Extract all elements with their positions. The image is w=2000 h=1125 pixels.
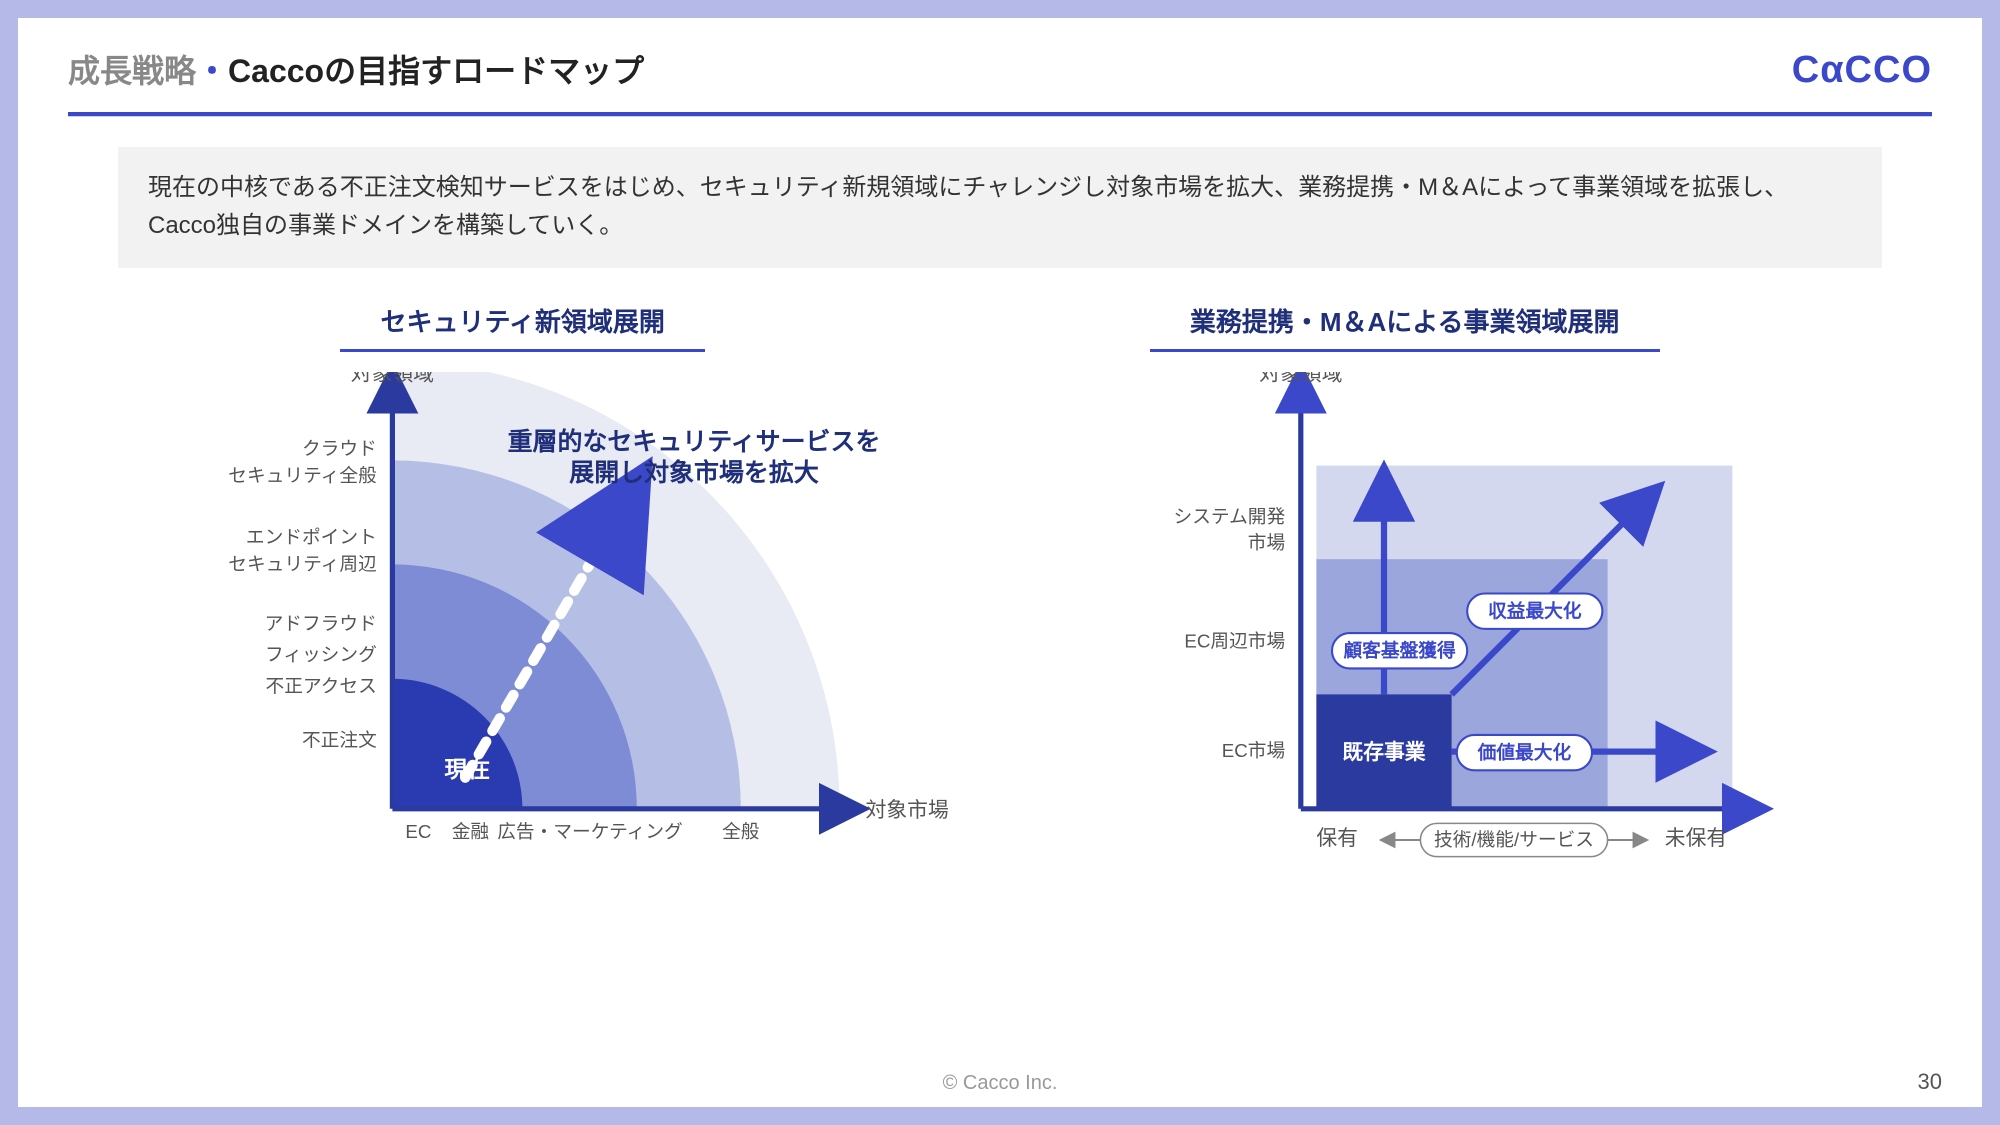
left-chart: 重層的なセキュリティサービスを 展開し対象市場を拡大 現在 対象領域 対象市場 … (88, 372, 988, 892)
slide: 成長戦略・Caccoの目指すロードマップ CαCCO 現在の中核である不正注文検… (18, 18, 1982, 1107)
svg-text:市場: 市場 (1248, 532, 1285, 553)
x-mid-label: 技術/機能/サービス (1434, 829, 1594, 850)
x-left-label: 保有 (1316, 827, 1358, 850)
svg-text:フィッシング: フィッシング (265, 644, 377, 665)
right-chart: 顧客基盤獲得 収益最大化価値最大化 既存事業 対象領域 システム開発市場 EC周辺市… (1012, 372, 1912, 892)
callout-line1: 重層的なセキュリティサービスを (508, 427, 881, 456)
svg-text:不正注文: 不正注文 (302, 729, 377, 750)
page-title: 成長戦略・Caccoの目指すロードマップ (68, 46, 644, 92)
left-y-ticks: クラウドセキュリティ全般エンドポイントセキュリティ周辺アドフラウドフィッシング不… (228, 438, 377, 750)
title-main: Caccoの目指すロードマップ (228, 53, 644, 89)
svg-text:収益最大化: 収益最大化 (1488, 600, 1582, 621)
summary-box: 現在の中核である不正注文検知サービスをはじめ、セキュリティ新規領域にチャレンジし… (118, 147, 1882, 268)
svg-text:全般: 全般 (722, 821, 760, 842)
footer-copyright: © Cacco Inc. (18, 1072, 1982, 1095)
svg-text:エンドポイント: エンドポイント (246, 526, 377, 547)
title-prefix: 成長戦略 (68, 53, 196, 89)
svg-text:セキュリティ周辺: セキュリティ周辺 (228, 553, 377, 574)
callout-line2: 展開し対象市場を拡大 (569, 458, 819, 487)
svg-text:EC周辺市場: EC周辺市場 (1184, 630, 1285, 651)
svg-text:システム開発: システム開発 (1174, 506, 1286, 527)
right-y-ticks: システム開発市場 EC周辺市場 EC市場 (1174, 506, 1286, 761)
x-right-label: 未保有 (1665, 827, 1727, 850)
left-x-ticks: EC 金融広告・マーケティング 全般 (405, 821, 759, 842)
svg-text:アドフラウド: アドフラウド (265, 613, 377, 634)
core-label: 既存事業 (1342, 740, 1425, 764)
header: 成長戦略・Caccoの目指すロードマップ CαCCO (18, 18, 1982, 102)
header-rule-thin (68, 116, 1932, 117)
svg-text:価値最大化: 価値最大化 (1477, 742, 1572, 763)
right-y-axis-label: 対象領域 (1259, 372, 1342, 385)
svg-text:不正アクセス: 不正アクセス (266, 675, 377, 696)
svg-text:金融: 金融 (452, 821, 490, 842)
svg-text:顧客基盤獲得: 顧客基盤獲得 (1343, 640, 1456, 661)
left-x-axis-label: 対象市場 (866, 799, 949, 822)
page-number: 30 (1918, 1069, 1942, 1095)
right-subtitle: 業務提携・M＆Aによる事業領域展開 (1150, 298, 1660, 352)
svg-text:EC: EC (405, 821, 431, 842)
svg-text:広告・マーケティング: 広告・マーケティング (497, 821, 683, 842)
logo: CαCCO (1792, 49, 1932, 92)
title-sep: ・ (196, 53, 228, 89)
subtitle-row: セキュリティ新領域展開 業務提携・M＆Aによる事業領域展開 (118, 298, 1882, 352)
center-label: 現在 (444, 756, 490, 782)
left-subtitle: セキュリティ新領域展開 (340, 298, 704, 352)
svg-text:EC市場: EC市場 (1222, 740, 1285, 761)
svg-text:クラウド: クラウド (302, 438, 377, 459)
svg-text:セキュリティ全般: セキュリティ全般 (228, 465, 377, 486)
chart-area: 重層的なセキュリティサービスを 展開し対象市場を拡大 現在 対象領域 対象市場 … (68, 372, 1932, 992)
left-y-axis-label: 対象領域 (351, 372, 434, 385)
